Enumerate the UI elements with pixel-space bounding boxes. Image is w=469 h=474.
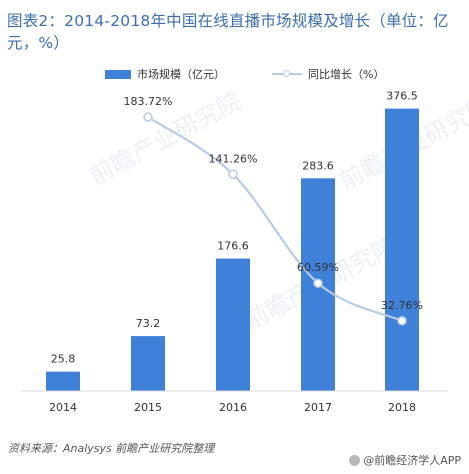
legend-line-swatch (272, 69, 302, 79)
growth-point-2016 (228, 169, 238, 180)
bar-2018 (385, 108, 419, 391)
bar-value-label: 283.6 (302, 159, 334, 172)
growth-point-2017 (313, 278, 323, 288)
growth-value-label: 32.76% (381, 299, 423, 312)
bar-value-label: 176.6 (217, 240, 249, 253)
x-tick-label: 2014 (49, 401, 77, 414)
legend-bar-swatch (105, 69, 131, 79)
bar-2014 (46, 371, 80, 391)
footer-brand: @前瞻经济学人APP (349, 452, 461, 468)
chart-legend: 市场规模（亿元） 同比增长（%） (0, 64, 469, 84)
chart-title: 图表2：2014-2018年中国在线直播市场规模及增长（单位：亿元，%） (7, 12, 449, 52)
x-tick-label: 2016 (219, 401, 247, 414)
growth-line (147, 116, 403, 322)
x-tick-label: 2015 (134, 401, 162, 414)
x-tick-label: 2017 (304, 401, 332, 414)
legend-line-label: 同比增长（%） (308, 68, 385, 81)
legend-bar-label: 市场规模（亿元） (137, 68, 225, 81)
brand-logo-icon (349, 454, 361, 466)
growth-line-series: 183.72% 141.26% 60.59% 32.76% (124, 95, 423, 326)
bar-2016 (216, 258, 250, 391)
bar-series: 25.8 73.2 176.6 283.6 376.5 (46, 90, 419, 391)
legend-item-line: 同比增长（%） (272, 66, 384, 82)
source-note: 资料来源：Analysys 前瞻产业研究院整理 (8, 442, 215, 455)
x-axis-ticks: 2014 2015 2016 2017 2018 (49, 401, 416, 414)
legend-item-bar: 市场规模（亿元） (105, 66, 225, 82)
growth-point-2018 (397, 316, 407, 326)
bar-value-label: 25.8 (51, 353, 76, 366)
growth-value-label: 60.59% (297, 261, 339, 274)
growth-value-label: 141.26% (209, 152, 258, 165)
x-tick-label: 2018 (388, 401, 416, 414)
growth-point-2015 (143, 112, 153, 122)
bar-2015 (131, 336, 165, 391)
bar-value-label: 376.5 (386, 90, 418, 103)
footer-brand-text: @前瞻经济学人APP (363, 454, 461, 467)
bar-value-label: 73.2 (136, 317, 161, 330)
growth-value-label: 183.72% (124, 95, 173, 108)
